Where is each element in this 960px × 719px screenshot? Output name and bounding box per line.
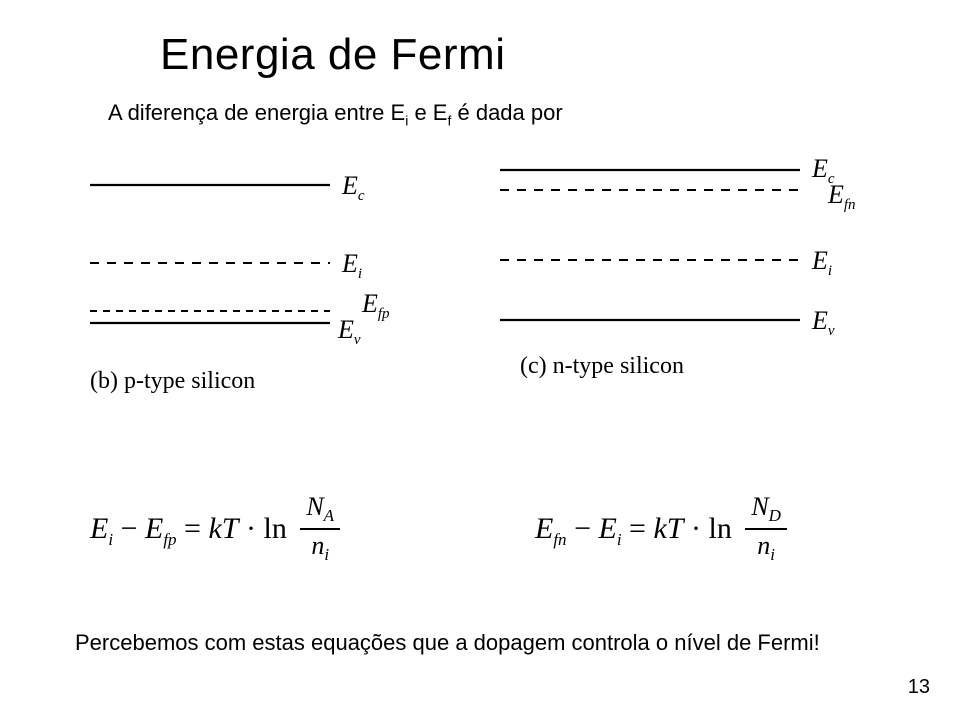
eq-l-frac: NA ni: [300, 493, 340, 565]
caption-b-text: p-type silicon: [124, 368, 255, 394]
label-ec-e: E: [342, 171, 358, 200]
label-ec: Ec: [342, 171, 365, 205]
label-efn-sub: fn: [844, 197, 856, 213]
label-ev-n-e: E: [812, 306, 828, 335]
diagram-p-type: Ec Ei Efp Ev (b) p-type silicon: [90, 165, 430, 395]
eq-r-dot: ·: [683, 512, 708, 545]
eq-r-Ei: E: [598, 512, 616, 545]
label-ev-sub: v: [354, 332, 361, 348]
label-efp-sub: fp: [378, 306, 390, 322]
eq-l-dot: ·: [238, 512, 263, 545]
caption-c-text: n-type silicon: [553, 353, 684, 379]
intro-suffix: é dada por: [451, 100, 562, 125]
eq-r-Efn: E: [535, 512, 553, 545]
eq-r-ND: N: [751, 492, 768, 521]
eq-r-Efn-sub: fn: [553, 530, 566, 549]
label-efn-e: E: [828, 180, 844, 209]
label-ei-sub: i: [358, 266, 362, 282]
eq-l-Efp-sub: fp: [163, 530, 176, 549]
caption-b-prefix: (b): [90, 368, 124, 394]
label-ei-e: E: [342, 249, 358, 278]
label-efp-e: E: [362, 289, 378, 318]
diagram-p-type-svg: [90, 165, 430, 365]
label-efn: Efn: [828, 180, 856, 214]
eq-r-T: T: [667, 512, 684, 545]
label-ev-e: E: [338, 315, 354, 344]
eq-l-Ei: E: [90, 512, 108, 545]
eq-r-ND-sub: D: [769, 506, 781, 525]
diagram-n-type: Ec Efn Ei Ev (c) n-type silicon: [500, 150, 840, 380]
caption-c: (c) n-type silicon: [520, 353, 684, 380]
eq-l-k: k: [208, 512, 221, 545]
eq-r-ln: ln: [708, 512, 731, 545]
eq-l-ni: n: [311, 531, 324, 560]
page-number: 13: [908, 676, 930, 699]
eq-l-Efp: E: [145, 512, 163, 545]
label-ev-n-sub: v: [828, 323, 835, 339]
label-ei-n-sub: i: [828, 263, 832, 279]
eq-r-ni: n: [757, 531, 770, 560]
equation-p-type: Ei − Efp = kT · ln NA ni: [90, 495, 340, 567]
eq-l-NA: N: [306, 492, 323, 521]
page-title: Energia de Fermi: [160, 30, 505, 80]
equation-n-type: Efn − Ei = kT · ln ND ni: [535, 495, 787, 567]
label-efp: Efp: [362, 289, 390, 323]
eq-l-ln: ln: [263, 512, 286, 545]
eq-l-NA-sub: A: [324, 506, 334, 525]
eq-r-ni-sub: i: [770, 545, 775, 564]
eq-l-ni-sub: i: [324, 545, 329, 564]
label-ec-sub: c: [358, 188, 365, 204]
label-ev: Ev: [338, 315, 361, 349]
eq-l-minus: −: [113, 512, 145, 545]
intro-prefix: A diferença de energia entre E: [108, 100, 405, 125]
label-ev-n: Ev: [812, 306, 835, 340]
intro-text: A diferença de energia entre Ei e Ef é d…: [108, 100, 563, 128]
intro-mid: e E: [408, 100, 447, 125]
eq-r-frac: ND ni: [745, 493, 787, 565]
eq-l-equals: =: [177, 512, 209, 545]
eq-r-k: k: [653, 512, 666, 545]
caption-b: (b) p-type silicon: [90, 368, 255, 395]
label-ei-n-e: E: [812, 246, 828, 275]
eq-r-minus: −: [567, 512, 599, 545]
label-ec-n-e: E: [812, 154, 828, 183]
eq-r-equals: =: [622, 512, 654, 545]
conclusion-text: Percebemos com estas equações que a dopa…: [75, 630, 820, 656]
label-ei-n: Ei: [812, 246, 832, 280]
caption-c-prefix: (c): [520, 353, 553, 379]
eq-l-T: T: [222, 512, 239, 545]
label-ei: Ei: [342, 249, 362, 283]
